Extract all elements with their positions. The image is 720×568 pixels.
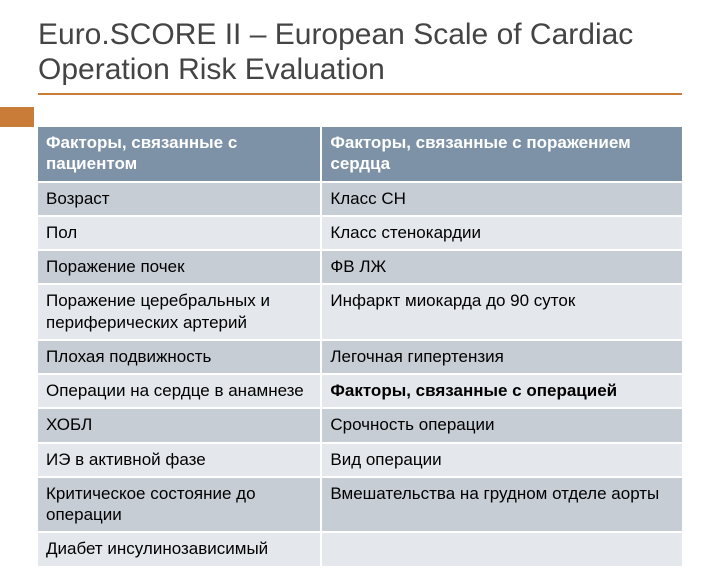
cell: Вмешательства на грудном отделе аорты — [321, 477, 682, 533]
cell: Вид операции — [321, 443, 682, 477]
cell: Класс СН — [321, 182, 682, 216]
cell: Критическое состояние до операции — [38, 477, 321, 533]
cell: ФВ ЛЖ — [321, 250, 682, 284]
table-row: Поражение почек ФВ ЛЖ — [38, 250, 682, 284]
cell: Поражение церебральных и периферических … — [38, 284, 321, 340]
cell: Операции на сердце в анамнезе — [38, 374, 321, 408]
table-row: Плохая подвижность Легочная гипертензия — [38, 340, 682, 374]
table-row: Диабет инсулинозависимый — [38, 532, 682, 566]
table-row: Поражение церебральных и периферических … — [38, 284, 682, 340]
cell: Легочная гипертензия — [321, 340, 682, 374]
table-row: Факторы, связанные с пациентом Факторы, … — [38, 127, 682, 182]
cell: ИЭ в активной фазе — [38, 443, 321, 477]
subheader-cell: Факторы, связанные с операцией — [321, 374, 682, 408]
table-row: Критическое состояние до операции Вмешат… — [38, 477, 682, 533]
cell: Срочность операции — [321, 408, 682, 442]
table-row: ХОБЛ Срочность операции — [38, 408, 682, 442]
header-cell: Факторы, связанные с поражением сердца — [321, 127, 682, 182]
table-row: Пол Класс стенокардии — [38, 216, 682, 250]
cell: ХОБЛ — [38, 408, 321, 442]
cell: Класс стенокардии — [321, 216, 682, 250]
accent-bar — [0, 107, 34, 127]
table-row: Операции на сердце в анамнезе Факторы, с… — [38, 374, 682, 408]
slide-title: Euro.SCORE II – European Scale of Cardia… — [38, 18, 682, 95]
cell: Плохая подвижность — [38, 340, 321, 374]
cell — [321, 532, 682, 566]
header-cell: Факторы, связанные с пациентом — [38, 127, 321, 182]
table-row: Возраст Класс СН — [38, 182, 682, 216]
cell: Пол — [38, 216, 321, 250]
table-row: ИЭ в активной фазе Вид операции — [38, 443, 682, 477]
cell: Возраст — [38, 182, 321, 216]
cell: Инфаркт миокарда до 90 суток — [321, 284, 682, 340]
cell: Диабет инсулинозависимый — [38, 532, 321, 566]
factors-table: Факторы, связанные с пациентом Факторы, … — [38, 127, 682, 568]
cell: Поражение почек — [38, 250, 321, 284]
